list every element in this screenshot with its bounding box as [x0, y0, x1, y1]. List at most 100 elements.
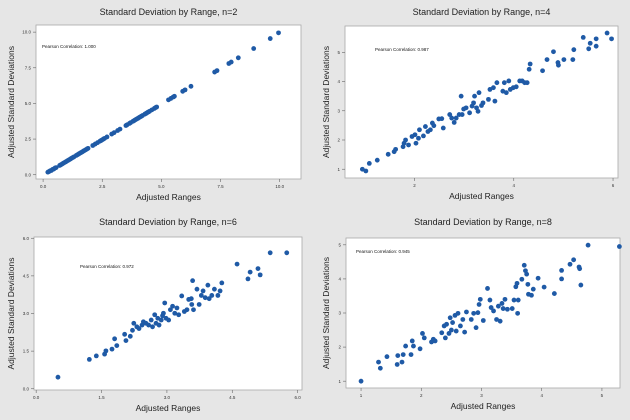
chart-panel-n4: Standard Deviation by Range, n=4 2 4 6 1 2 3 4 5…	[315, 0, 630, 210]
data-point	[468, 317, 474, 322]
data-point	[247, 269, 253, 275]
data-point	[194, 286, 200, 292]
pearson-correlation-label: Pearson Correlation: 0.945	[356, 249, 410, 254]
data-point	[559, 267, 564, 273]
data-point	[182, 87, 188, 93]
data-point	[449, 115, 455, 121]
data-point	[377, 365, 383, 371]
x-tick-label: 5.0	[158, 184, 165, 189]
data-point	[234, 261, 240, 267]
data-point	[513, 84, 519, 90]
data-point	[455, 310, 461, 316]
y-axis-label: Adjusted Standard Deviations	[6, 258, 16, 370]
data-point	[458, 93, 464, 99]
data-point	[406, 142, 411, 148]
data-point	[215, 293, 221, 298]
data-point	[158, 317, 164, 323]
data-point	[417, 127, 422, 133]
data-point	[146, 322, 152, 328]
data-point	[447, 112, 453, 117]
data-point	[586, 46, 592, 52]
y-tick-label: 2.5	[25, 137, 32, 142]
y-tick-label: 2	[337, 138, 340, 143]
data-point	[458, 323, 463, 329]
data-point	[521, 262, 527, 268]
chart-panel-n2: Standard Deviation by Range, n=2 0.0 2.5 5.…	[0, 0, 315, 210]
data-point	[219, 280, 225, 286]
chart-title: Standard Deviation by Range, n=4	[413, 7, 551, 17]
chart-title: Standard Deviation by Range, n=8	[414, 217, 552, 227]
data-point	[188, 83, 194, 89]
data-point	[127, 333, 133, 339]
data-point	[423, 124, 428, 129]
data-point	[439, 330, 445, 336]
data-point	[585, 242, 591, 248]
x-tick-label: 1	[360, 393, 363, 398]
x-tick-label: 2	[420, 393, 423, 398]
data-point	[156, 322, 162, 328]
data-point	[412, 132, 418, 138]
data-point	[409, 338, 415, 344]
data-point	[394, 362, 400, 367]
data-point	[411, 343, 416, 349]
y-tick-label: 5	[338, 242, 341, 247]
data-point	[179, 293, 185, 299]
data-point	[556, 62, 561, 68]
x-tick-label: 4.5	[229, 395, 236, 400]
data-point	[491, 308, 496, 314]
plot-area	[345, 237, 621, 389]
data-point	[205, 282, 211, 288]
x-tick-label: 1.5	[98, 395, 105, 400]
data-point	[593, 36, 599, 42]
data-point	[541, 284, 547, 290]
data-point	[446, 331, 452, 336]
data-point	[148, 317, 154, 323]
data-point	[117, 126, 123, 132]
y-tick-label: 3.0	[23, 311, 30, 316]
y-tick-label: 5	[337, 50, 340, 55]
data-point	[188, 296, 194, 302]
data-point	[122, 331, 128, 337]
data-point	[421, 133, 426, 139]
data-point	[400, 352, 406, 357]
data-point	[251, 46, 257, 51]
data-point	[524, 271, 530, 277]
data-point	[447, 315, 453, 321]
data-point	[161, 310, 166, 316]
data-point	[176, 312, 182, 318]
data-point	[413, 140, 419, 146]
data-point	[551, 291, 557, 296]
data-point	[212, 286, 217, 292]
data-point	[167, 307, 173, 313]
data-point	[514, 280, 520, 286]
data-point	[476, 302, 482, 307]
data-point	[384, 354, 390, 360]
data-point	[416, 135, 421, 141]
data-point	[499, 301, 505, 306]
data-point	[209, 293, 215, 298]
data-point	[103, 348, 109, 354]
x-tick-label: 10.0	[275, 184, 284, 189]
data-point	[451, 120, 457, 125]
data-point	[112, 336, 118, 342]
data-point	[257, 272, 263, 278]
data-point	[471, 310, 477, 316]
data-point	[494, 317, 499, 322]
data-point	[551, 49, 556, 55]
data-point	[448, 327, 454, 333]
y-tick-label: 0.0	[23, 386, 30, 391]
x-axis-label: Adjusted Ranges	[451, 401, 516, 411]
x-tick-label: 5	[601, 393, 604, 398]
x-tick-label: 3	[480, 393, 483, 398]
data-point	[439, 116, 445, 122]
data-point	[462, 329, 468, 335]
y-tick-label: 1.5	[23, 349, 30, 354]
data-point	[559, 276, 564, 282]
x-tick-label: 0.0	[33, 395, 40, 400]
data-point	[475, 108, 481, 114]
data-point	[535, 275, 541, 281]
data-point	[111, 130, 117, 136]
data-point	[577, 266, 583, 272]
y-tick-label: 4.5	[23, 273, 30, 278]
data-point	[604, 30, 610, 36]
